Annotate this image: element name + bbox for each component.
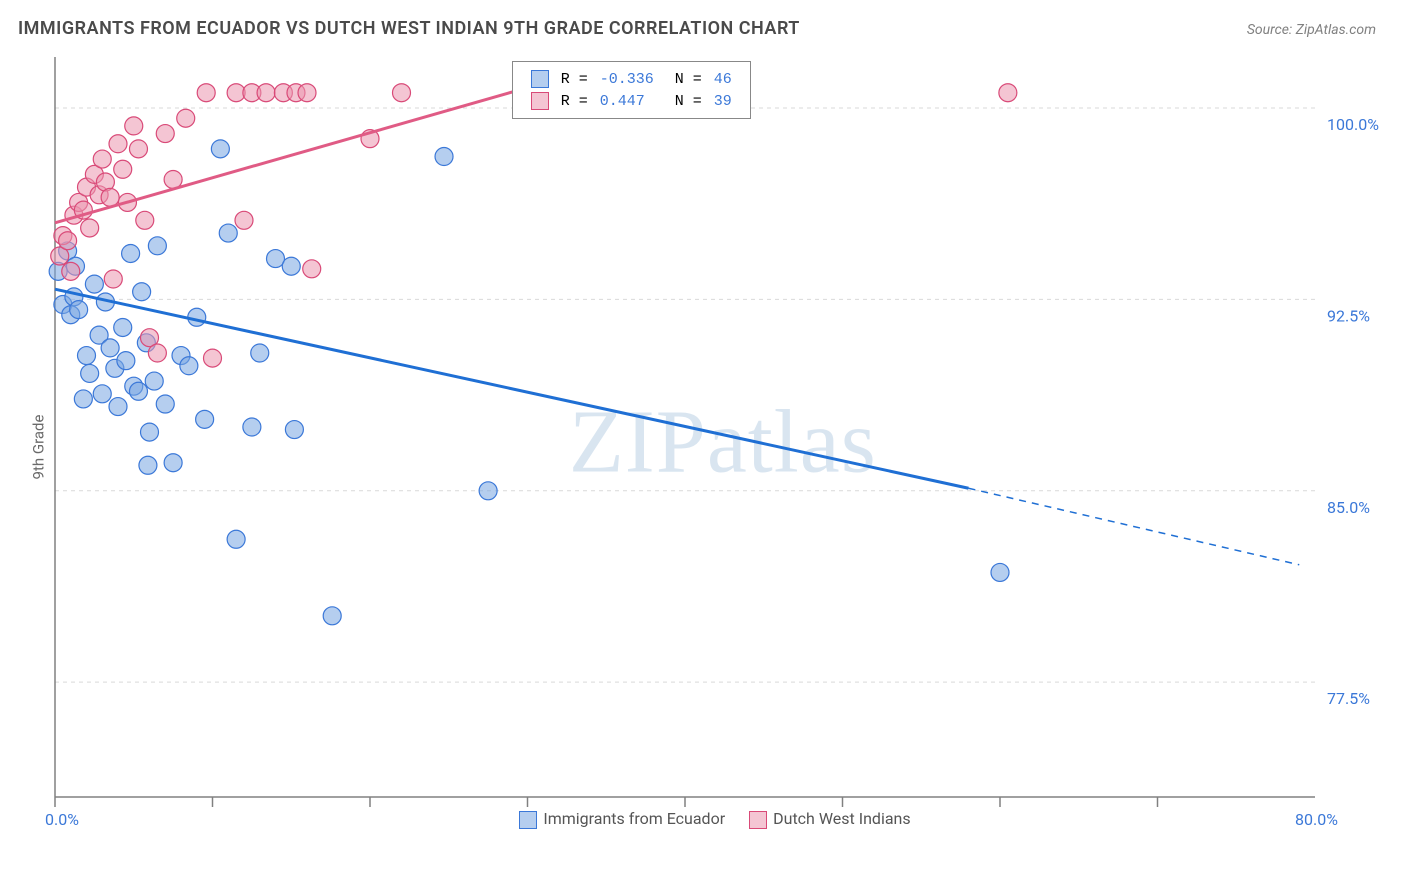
data-point — [145, 372, 163, 390]
y-tick-label: 77.5% — [1327, 689, 1370, 708]
chart-title: IMMIGRANTS FROM ECUADOR VS DUTCH WEST IN… — [18, 18, 800, 39]
data-point — [141, 423, 159, 441]
x-axis-start-label: 0.0% — [45, 810, 79, 829]
data-point — [85, 275, 103, 293]
data-point — [435, 148, 453, 166]
data-point — [298, 84, 316, 102]
source-name: ZipAtlas.com — [1296, 22, 1376, 38]
data-point — [303, 260, 321, 278]
data-point — [125, 117, 143, 135]
watermark: ZIPatlas — [569, 392, 877, 491]
source-prefix: Source: — [1247, 22, 1296, 38]
data-point — [180, 357, 198, 375]
data-point — [114, 160, 132, 178]
data-point — [148, 237, 166, 255]
data-point — [197, 84, 215, 102]
y-tick-label: 100.0% — [1327, 115, 1379, 134]
data-point — [59, 232, 77, 250]
data-point — [101, 188, 119, 206]
data-point — [93, 385, 111, 403]
data-point — [257, 84, 275, 102]
data-point — [109, 135, 127, 153]
data-point — [114, 318, 132, 336]
data-point — [393, 84, 411, 102]
data-point — [251, 344, 269, 362]
data-point — [999, 84, 1017, 102]
data-point — [62, 262, 80, 280]
data-point — [117, 352, 135, 370]
data-point — [122, 244, 140, 262]
data-point — [164, 454, 182, 472]
data-point — [81, 219, 99, 237]
data-point — [93, 150, 111, 168]
legend-swatch — [519, 811, 537, 829]
data-point — [139, 456, 157, 474]
data-point — [104, 270, 122, 288]
legend-label: Immigrants from Ecuador — [543, 809, 725, 828]
chart-header: IMMIGRANTS FROM ECUADOR VS DUTCH WEST IN… — [0, 0, 1406, 47]
data-point — [109, 398, 127, 416]
stats-row: R = 0.447 N =39 — [525, 90, 738, 112]
x-axis-end-label: 80.0% — [1295, 810, 1338, 829]
regression-line-extrapolated — [969, 488, 1300, 565]
data-point — [74, 390, 92, 408]
legend-swatch — [749, 811, 767, 829]
data-point — [243, 418, 261, 436]
regression-line — [55, 88, 528, 223]
data-point — [156, 395, 174, 413]
correlation-stats-legend: R =-0.336 N =46R = 0.447 N =39 — [512, 61, 751, 119]
data-point — [219, 224, 237, 242]
data-point — [129, 140, 147, 158]
y-tick-label: 92.5% — [1327, 306, 1370, 325]
data-point — [196, 410, 214, 428]
y-axis-label: 9th Grade — [29, 415, 47, 480]
data-point — [991, 563, 1009, 581]
data-point — [101, 339, 119, 357]
legend-label: Dutch West Indians — [773, 809, 911, 828]
data-point — [129, 382, 147, 400]
scatter-chart: 77.5% 85.0% 92.5% 100.0% ZIPatlas — [0, 47, 1406, 847]
y-tick-label: 85.0% — [1327, 498, 1370, 517]
data-point — [148, 344, 166, 362]
stats-row: R =-0.336 N =46 — [525, 68, 738, 90]
data-point — [81, 364, 99, 382]
data-point — [133, 283, 151, 301]
series-legend: Immigrants from Ecuador Dutch West Indian… — [0, 809, 1406, 829]
data-point — [235, 211, 253, 229]
data-point — [479, 482, 497, 500]
data-point — [204, 349, 222, 367]
data-point — [282, 257, 300, 275]
data-point — [211, 140, 229, 158]
data-point — [227, 530, 245, 548]
data-point — [70, 301, 88, 319]
data-point — [323, 607, 341, 625]
chart-source: Source: ZipAtlas.com — [1247, 22, 1376, 38]
data-point — [156, 125, 174, 143]
data-point — [136, 211, 154, 229]
data-point — [177, 109, 195, 127]
regression-line — [55, 289, 969, 488]
chart-area: 9th Grade 77.5%85.0%92.5%100.0%ZIPatlas … — [0, 47, 1406, 847]
data-point — [78, 347, 96, 365]
data-point — [285, 421, 303, 439]
